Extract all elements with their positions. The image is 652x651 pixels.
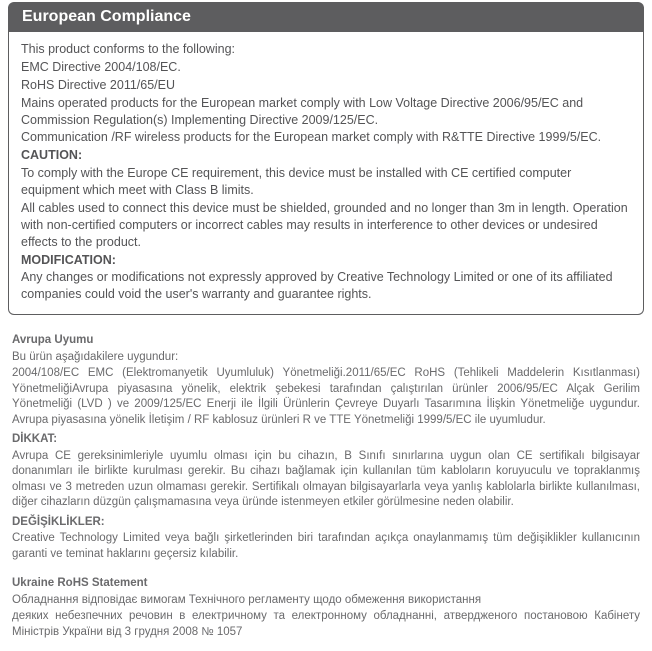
caution-label: CAUTION:	[21, 147, 631, 164]
modification-label: MODIFICATION:	[21, 252, 631, 269]
mains-text: Mains operated products for the European…	[21, 95, 631, 129]
communication-text: Communication /RF wireless products for …	[21, 129, 631, 146]
caution-text-1: To comply with the Europe CE requirement…	[21, 165, 631, 199]
rohs-directive: RoHS Directive 2011/65/EU	[21, 77, 631, 94]
degisiklikler-text: Creative Technology Limited veya bağlı ş…	[12, 531, 640, 562]
turkish-title: Avrupa Uyumu	[12, 333, 640, 349]
ukraine-line1: Обладнання відповідає вимогам Технічного…	[12, 593, 640, 609]
turkish-line1: Bu ürün aşağıdakilere uygundur:	[12, 350, 640, 366]
dikkat-label: DİKKAT:	[12, 432, 640, 448]
content-below: Avrupa Uyumu Bu ürün aşağıdakilere uygun…	[0, 315, 652, 651]
ukraine-title: Ukraine RoHS Statement	[12, 576, 640, 592]
header-title: European Compliance	[8, 2, 644, 32]
modification-text: Any changes or modifications not express…	[21, 269, 631, 303]
emc-directive: EMC Directive 2004/108/EC.	[21, 59, 631, 76]
dikkat-text: Avrupa CE gereksinimleriyle uyumlu olmas…	[12, 449, 640, 511]
caution-text-2: All cables used to connect this device m…	[21, 200, 631, 251]
compliance-box: This product conforms to the following: …	[8, 32, 644, 315]
intro-text: This product conforms to the following:	[21, 41, 631, 58]
ukraine-line2: деяких небезпечних речовин в електричном…	[12, 609, 640, 640]
turkish-line2: 2004/108/EC EMC (Elektromanyetik Uyumlul…	[12, 366, 640, 428]
degisiklikler-label: DEĞİŞİKLİKLER:	[12, 515, 640, 531]
